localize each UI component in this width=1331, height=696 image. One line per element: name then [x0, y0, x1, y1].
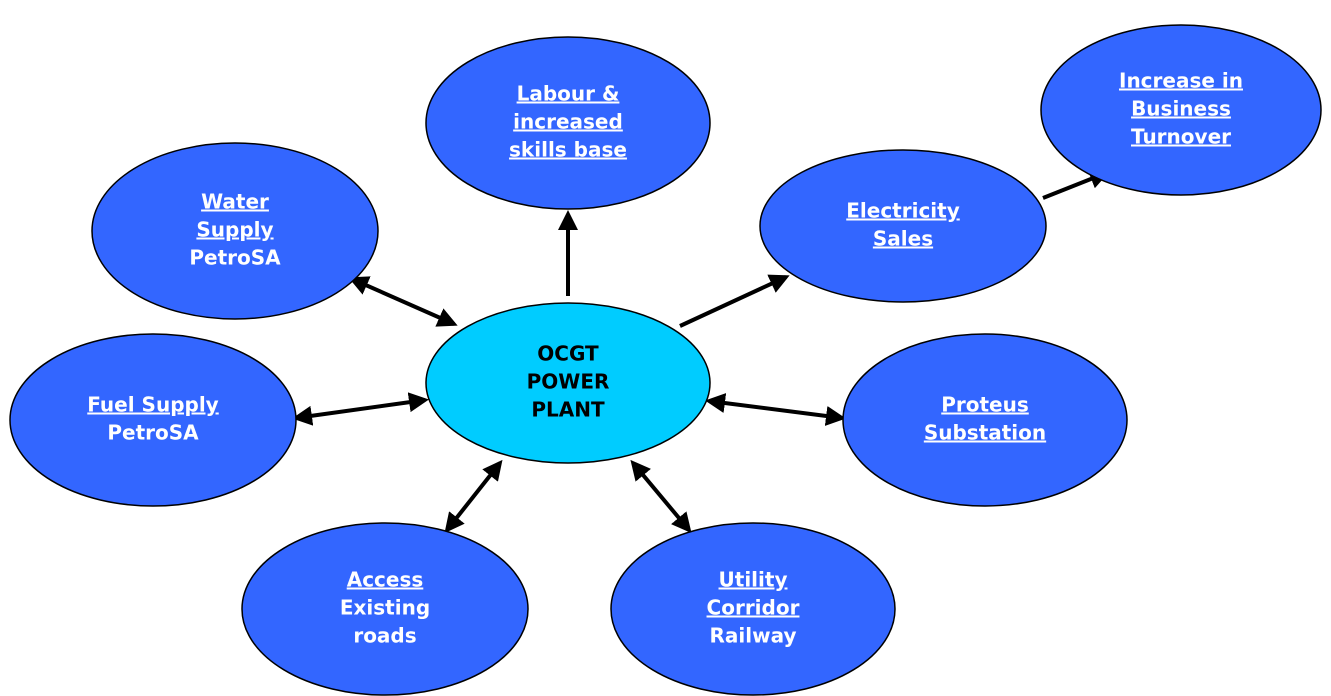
- node-title: Labour &: [517, 82, 620, 106]
- node-title: PLANT: [531, 398, 605, 422]
- node-title: increased: [513, 110, 623, 134]
- node-title: Increase in: [1119, 69, 1243, 93]
- node-ellipse: [425, 302, 711, 464]
- arrow: [444, 459, 503, 534]
- node-subtitle: PetroSA: [107, 421, 199, 445]
- node-title: Utility: [719, 568, 788, 592]
- node-title: Water: [201, 190, 269, 214]
- node-title: Business: [1131, 97, 1231, 121]
- node-title: Turnover: [1131, 125, 1231, 149]
- node-title: Sales: [873, 227, 933, 251]
- arrow: [679, 274, 790, 328]
- arrow: [705, 393, 846, 426]
- node-ellipse: [241, 522, 529, 696]
- node-title: Access: [347, 568, 424, 592]
- node-subtitle: Railway: [709, 624, 796, 648]
- nodes: OCGT POWER PLANT Labour & increased skills ba…: [9, 24, 1322, 696]
- node-title: Corridor: [707, 596, 800, 620]
- arrow: [630, 459, 692, 534]
- node-title: Supply: [196, 218, 273, 242]
- node-ellipse: [425, 36, 711, 210]
- node-ellipse: [759, 149, 1047, 303]
- node-ellipse: [842, 333, 1128, 507]
- node-ellipse: [1040, 24, 1322, 196]
- node-ellipse: [610, 522, 896, 696]
- node-title: Fuel Supply: [87, 393, 218, 417]
- node-title: skills base: [509, 138, 627, 162]
- node-subtitle: Existing: [340, 596, 430, 620]
- node-ellipse: [9, 333, 297, 507]
- node-subtitle: roads: [353, 624, 416, 648]
- arrows: [292, 169, 1110, 534]
- arrow: [348, 276, 458, 327]
- node-title: POWER: [527, 370, 610, 394]
- arrow: [292, 392, 429, 426]
- node-ellipse: [91, 142, 379, 320]
- node-title: OCGT: [537, 342, 599, 366]
- node-title: Electricity: [846, 199, 960, 223]
- node-title: Substation: [924, 421, 1046, 445]
- node-title: Proteus: [941, 393, 1029, 417]
- node-subtitle: PetroSA: [189, 246, 281, 270]
